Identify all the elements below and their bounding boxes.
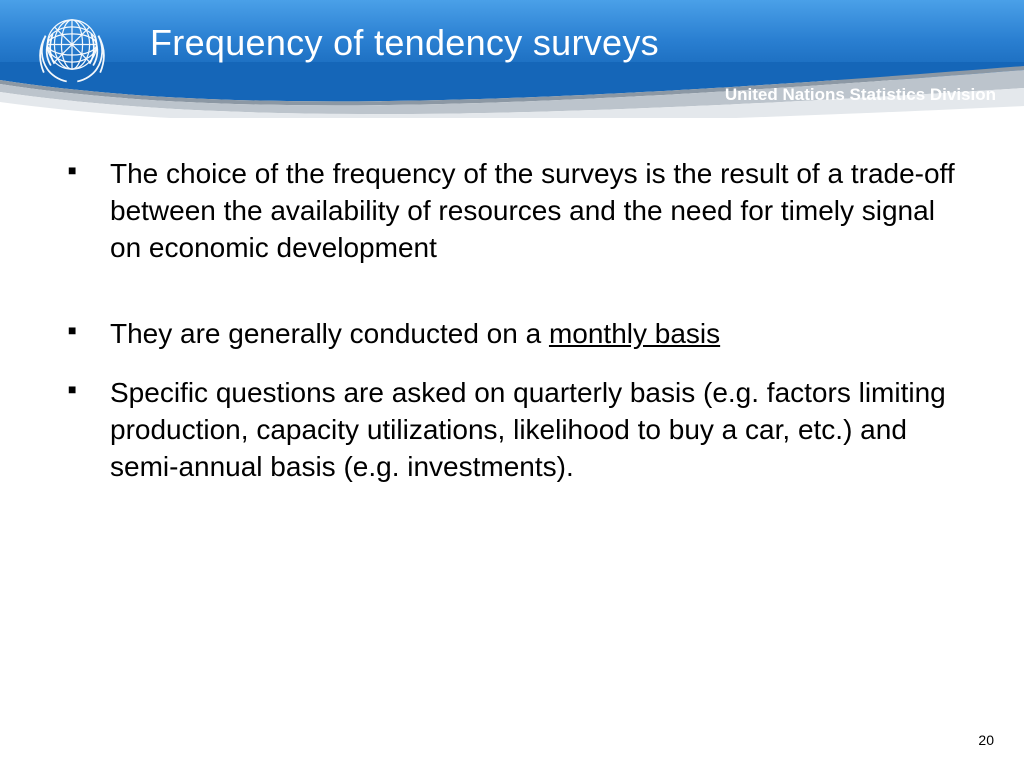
bullet-text-before: They are generally conducted on a	[110, 318, 549, 349]
bullet-text: Specific questions are asked on quarterl…	[110, 377, 946, 482]
division-label: United Nations Statistics Division	[725, 85, 996, 105]
bullet-text-underline: monthly basis	[549, 318, 720, 349]
slide-body: The choice of the frequency of the surve…	[68, 155, 964, 534]
bullet-text: The choice of the frequency of the surve…	[110, 158, 955, 263]
slide-title: Frequency of tendency surveys	[150, 22, 659, 64]
bullet-item: The choice of the frequency of the surve…	[68, 155, 964, 267]
bullet-list: The choice of the frequency of the surve…	[68, 155, 964, 486]
page-number: 20	[978, 732, 994, 748]
un-emblem-icon	[26, 4, 118, 92]
bullet-item: Specific questions are asked on quarterl…	[68, 374, 964, 486]
bullet-item: They are generally conducted on a monthl…	[68, 315, 964, 352]
slide-header: Frequency of tendency surveys United Nat…	[0, 0, 1024, 120]
slide: Frequency of tendency surveys United Nat…	[0, 0, 1024, 768]
